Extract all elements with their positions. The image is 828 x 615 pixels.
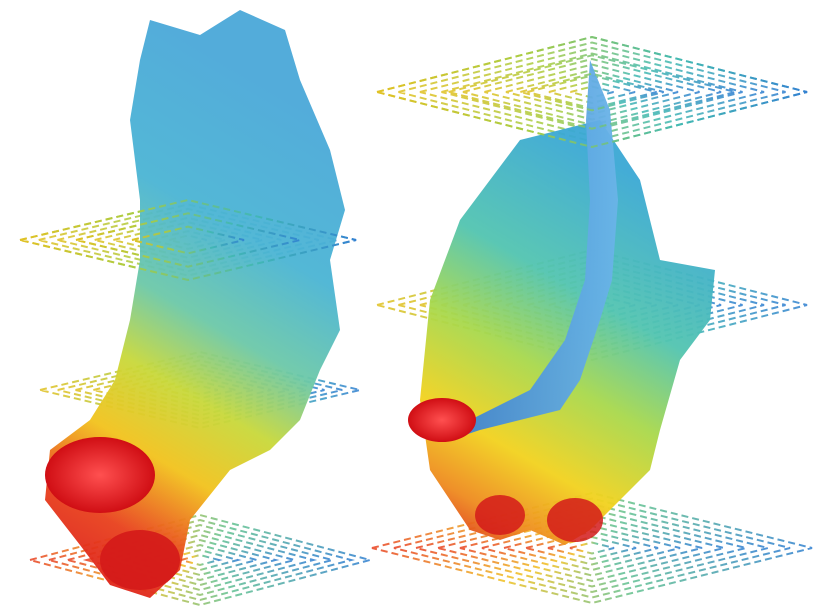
vector-ring: [398, 41, 786, 143]
vector-ring: [177, 553, 223, 567]
red-region: [475, 495, 525, 535]
vector-ring: [527, 74, 657, 110]
vector-ring: [75, 359, 325, 421]
vector-ring: [505, 68, 679, 116]
vector-planes-front: [19, 35, 808, 282]
vector-ring: [158, 548, 242, 572]
vector-ring: [441, 52, 743, 132]
red-region: [45, 437, 155, 513]
vector-ring: [484, 63, 700, 121]
vector-ring: [419, 259, 765, 351]
vector-ring: [520, 72, 664, 112]
vector-ring: [570, 85, 614, 99]
vector-ring: [547, 535, 637, 561]
vector-ring: [371, 491, 813, 605]
red-region: [408, 398, 476, 442]
vortex-sheet: [450, 60, 618, 440]
vector-ring: [548, 79, 636, 105]
vector-ring: [462, 57, 722, 127]
vector-ring: [419, 46, 765, 138]
vector-ring: [376, 35, 808, 149]
red-region: [100, 530, 180, 590]
vector-ring: [481, 519, 703, 577]
red-region: [547, 498, 603, 542]
vector-ring: [19, 198, 357, 282]
vector-ring: [120, 538, 280, 582]
vector-ring: [131, 225, 245, 255]
vector-ring: [569, 541, 615, 555]
vector-ring: [38, 203, 338, 277]
